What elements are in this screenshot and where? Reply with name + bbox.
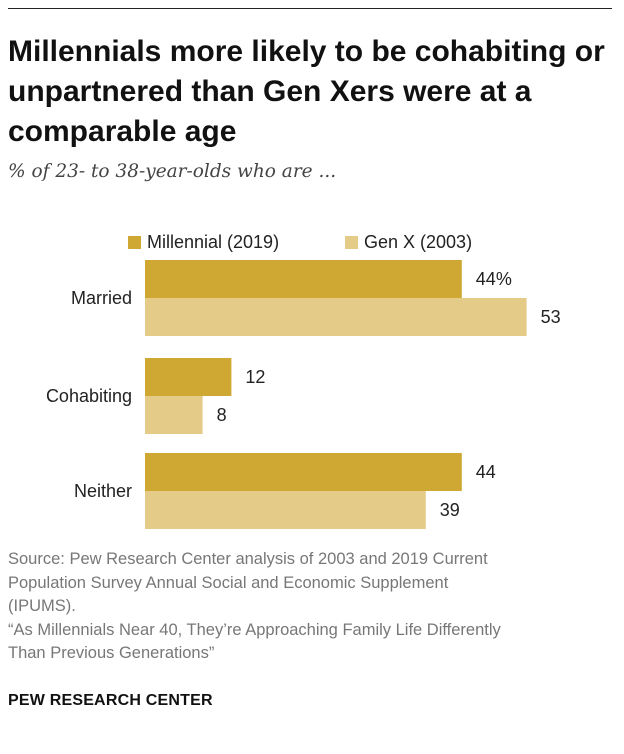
legend-label: Gen X (2003) (364, 232, 472, 252)
bar-value-label: 39 (440, 500, 460, 520)
bar (145, 396, 203, 434)
legend-swatch (345, 236, 358, 249)
source-line-1: Source: Pew Research Center analysis of … (8, 550, 488, 568)
bar-chart: Millennial (2019) Gen X (2003)44% 53 Marrie… (46, 232, 561, 529)
source-line-3: (IPUMS). (8, 597, 76, 616)
category-label: Married (71, 288, 132, 308)
bar (145, 298, 527, 336)
category-label: Cohabiting (46, 386, 132, 406)
source-line-5: Than Previous Generations” (8, 644, 215, 663)
source-line-4: “As Millennials Near 40, They’re Approac… (8, 620, 501, 639)
legend-label: Millennial (2019) (147, 232, 279, 252)
legend-swatch (128, 236, 141, 249)
top-rule (8, 8, 612, 9)
pew-brand-logo: PEW RESEARCH CENTER (8, 692, 213, 709)
source-line-2: Population Survey Annual Social and Econ… (8, 573, 449, 592)
bar-value-label: 44 (476, 462, 496, 482)
bar (145, 358, 232, 396)
bar (145, 491, 426, 529)
bar-value-label: 12 (245, 367, 265, 387)
bar (145, 453, 462, 491)
bar (145, 260, 462, 298)
bar-value-label: 44% (476, 269, 512, 289)
chart-title: Millennials more likely to be cohabiting… (8, 35, 605, 148)
bar-value-label: 53 (541, 307, 561, 327)
chart-subtitle: % of 23- to 38-year-olds who are ... (8, 161, 337, 182)
category-label: Neither (74, 481, 132, 501)
bar-value-label: 8 (217, 405, 227, 425)
source-note: Source: Pew Research Center analysis of … (8, 548, 618, 666)
